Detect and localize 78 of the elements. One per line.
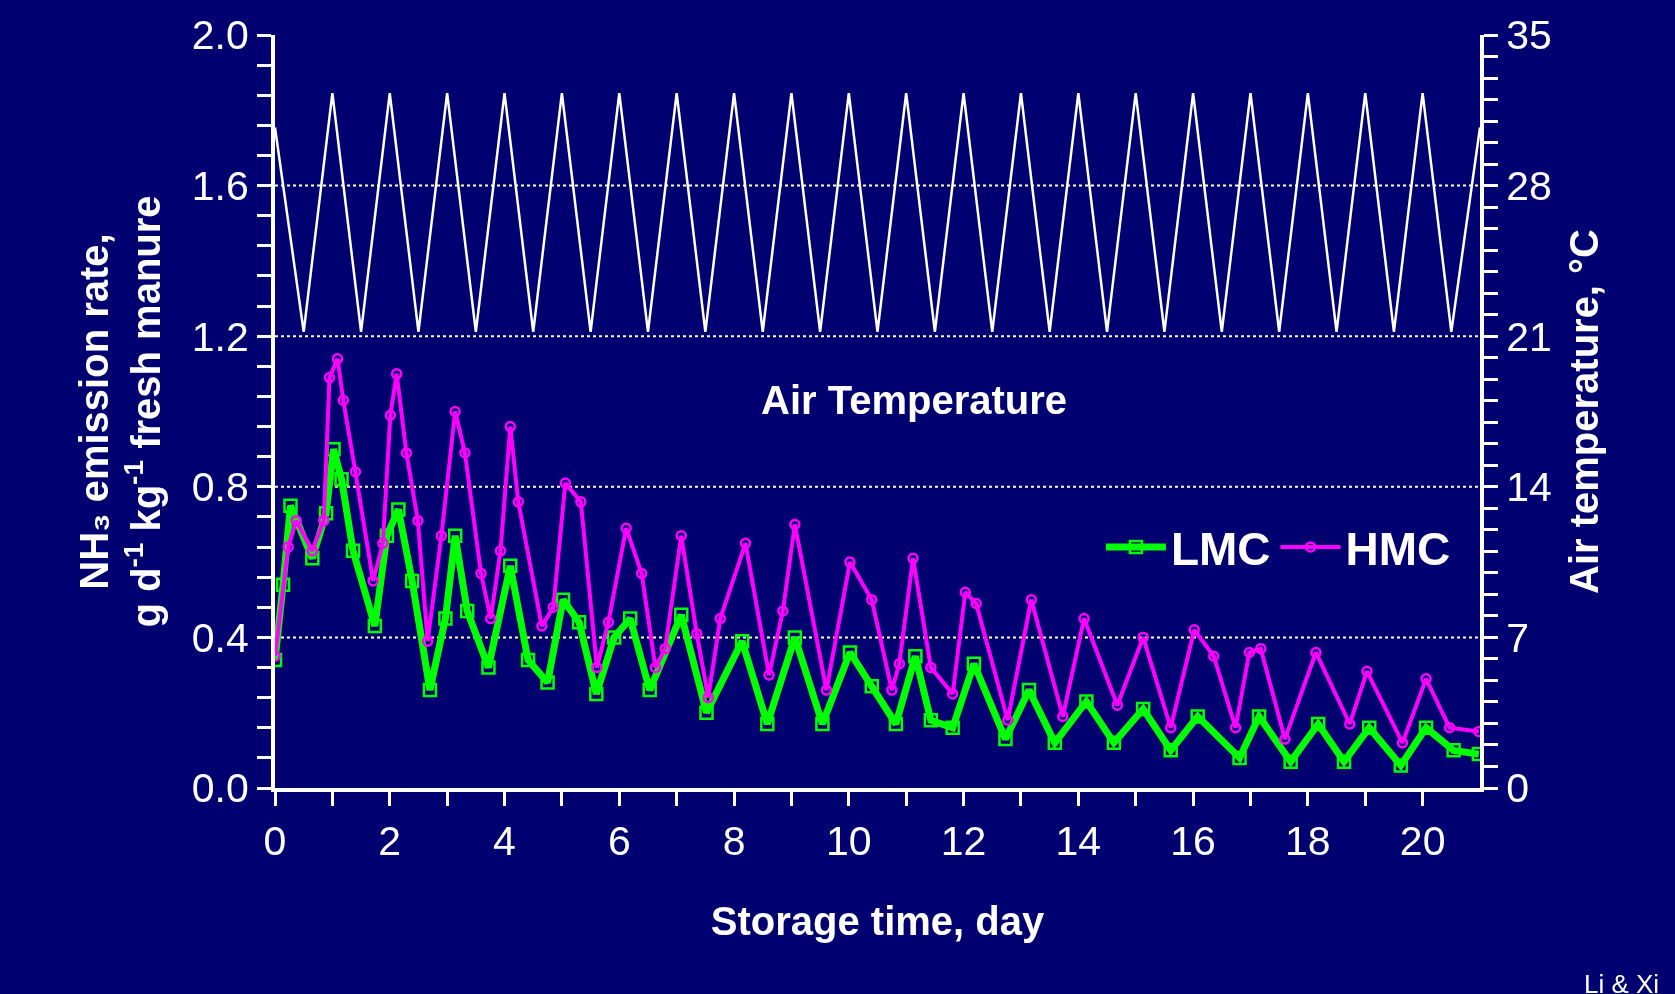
point — [540, 675, 555, 690]
point — [622, 611, 638, 626]
point — [923, 712, 939, 728]
point — [908, 648, 923, 664]
point — [966, 656, 982, 672]
y2-tick-label: 35 — [1506, 12, 1552, 59]
point — [503, 558, 518, 574]
point — [459, 603, 475, 619]
x-tick-label: 16 — [1170, 818, 1216, 865]
point — [589, 686, 604, 702]
point — [438, 611, 453, 626]
point — [345, 543, 361, 559]
point — [1079, 694, 1094, 709]
point — [367, 618, 383, 634]
point — [1021, 682, 1037, 698]
y-tick-label: 0.0 — [191, 765, 249, 812]
point — [1336, 754, 1352, 769]
point — [787, 630, 803, 645]
point — [391, 502, 406, 517]
point — [1163, 743, 1178, 758]
point — [642, 682, 657, 698]
y2-tick-label: 14 — [1506, 464, 1552, 511]
point — [1251, 709, 1267, 724]
y-tick-label: 0.8 — [191, 464, 249, 511]
point — [998, 731, 1013, 747]
point — [334, 472, 349, 487]
point — [1446, 743, 1461, 758]
text: Li & Xi — [1584, 969, 1660, 994]
x-tick-label: 14 — [1055, 818, 1102, 865]
x-tick-label: 10 — [826, 818, 872, 865]
x-axis-title: Storage time, day — [710, 899, 1045, 944]
y-tick-label: 1.2 — [191, 313, 249, 360]
point — [404, 573, 420, 589]
x-tick-label: 2 — [378, 818, 402, 865]
point — [1047, 735, 1063, 751]
x-tick-label: 4 — [493, 818, 516, 865]
point — [1310, 716, 1326, 732]
y-tick-label: 0.4 — [191, 614, 249, 661]
point — [606, 630, 622, 645]
point — [571, 615, 587, 630]
x-tick-label: 20 — [1399, 818, 1446, 865]
x-tick-label: 8 — [722, 818, 746, 865]
x-tick-label: 6 — [607, 818, 631, 865]
point — [1232, 750, 1247, 766]
point — [888, 716, 904, 732]
point — [864, 679, 880, 694]
point — [945, 720, 960, 736]
point — [447, 528, 463, 543]
point — [1283, 754, 1298, 769]
point — [734, 633, 750, 649]
x-tick-label: 0 — [263, 818, 287, 865]
point — [1393, 758, 1409, 773]
point — [674, 607, 689, 623]
point — [1135, 701, 1151, 717]
x-tick-label: 18 — [1285, 818, 1331, 865]
point — [422, 682, 438, 698]
y2-tick-label: 0 — [1506, 765, 1530, 812]
legend-label: LMC — [1170, 522, 1271, 575]
y2-axis-title: Air temperature, °C — [1561, 229, 1606, 594]
y-tick-label: 2.0 — [191, 12, 249, 59]
y2-tick-label: 21 — [1506, 313, 1552, 360]
y-tick-label: 1.6 — [191, 162, 249, 209]
legend-label: HMC — [1345, 522, 1451, 575]
point — [842, 645, 858, 660]
point — [1418, 720, 1434, 736]
point — [1190, 709, 1205, 724]
annotation: Air Temperature — [761, 378, 1068, 422]
point — [815, 716, 830, 732]
point — [1362, 720, 1377, 736]
point — [283, 498, 298, 513]
y2-tick-label: 28 — [1506, 162, 1552, 209]
y2-tick-label: 7 — [1506, 614, 1530, 661]
point — [1106, 735, 1122, 751]
x-tick-label: 12 — [940, 818, 987, 865]
point — [760, 716, 775, 732]
point — [481, 660, 496, 675]
point — [699, 705, 714, 720]
point — [520, 652, 536, 668]
